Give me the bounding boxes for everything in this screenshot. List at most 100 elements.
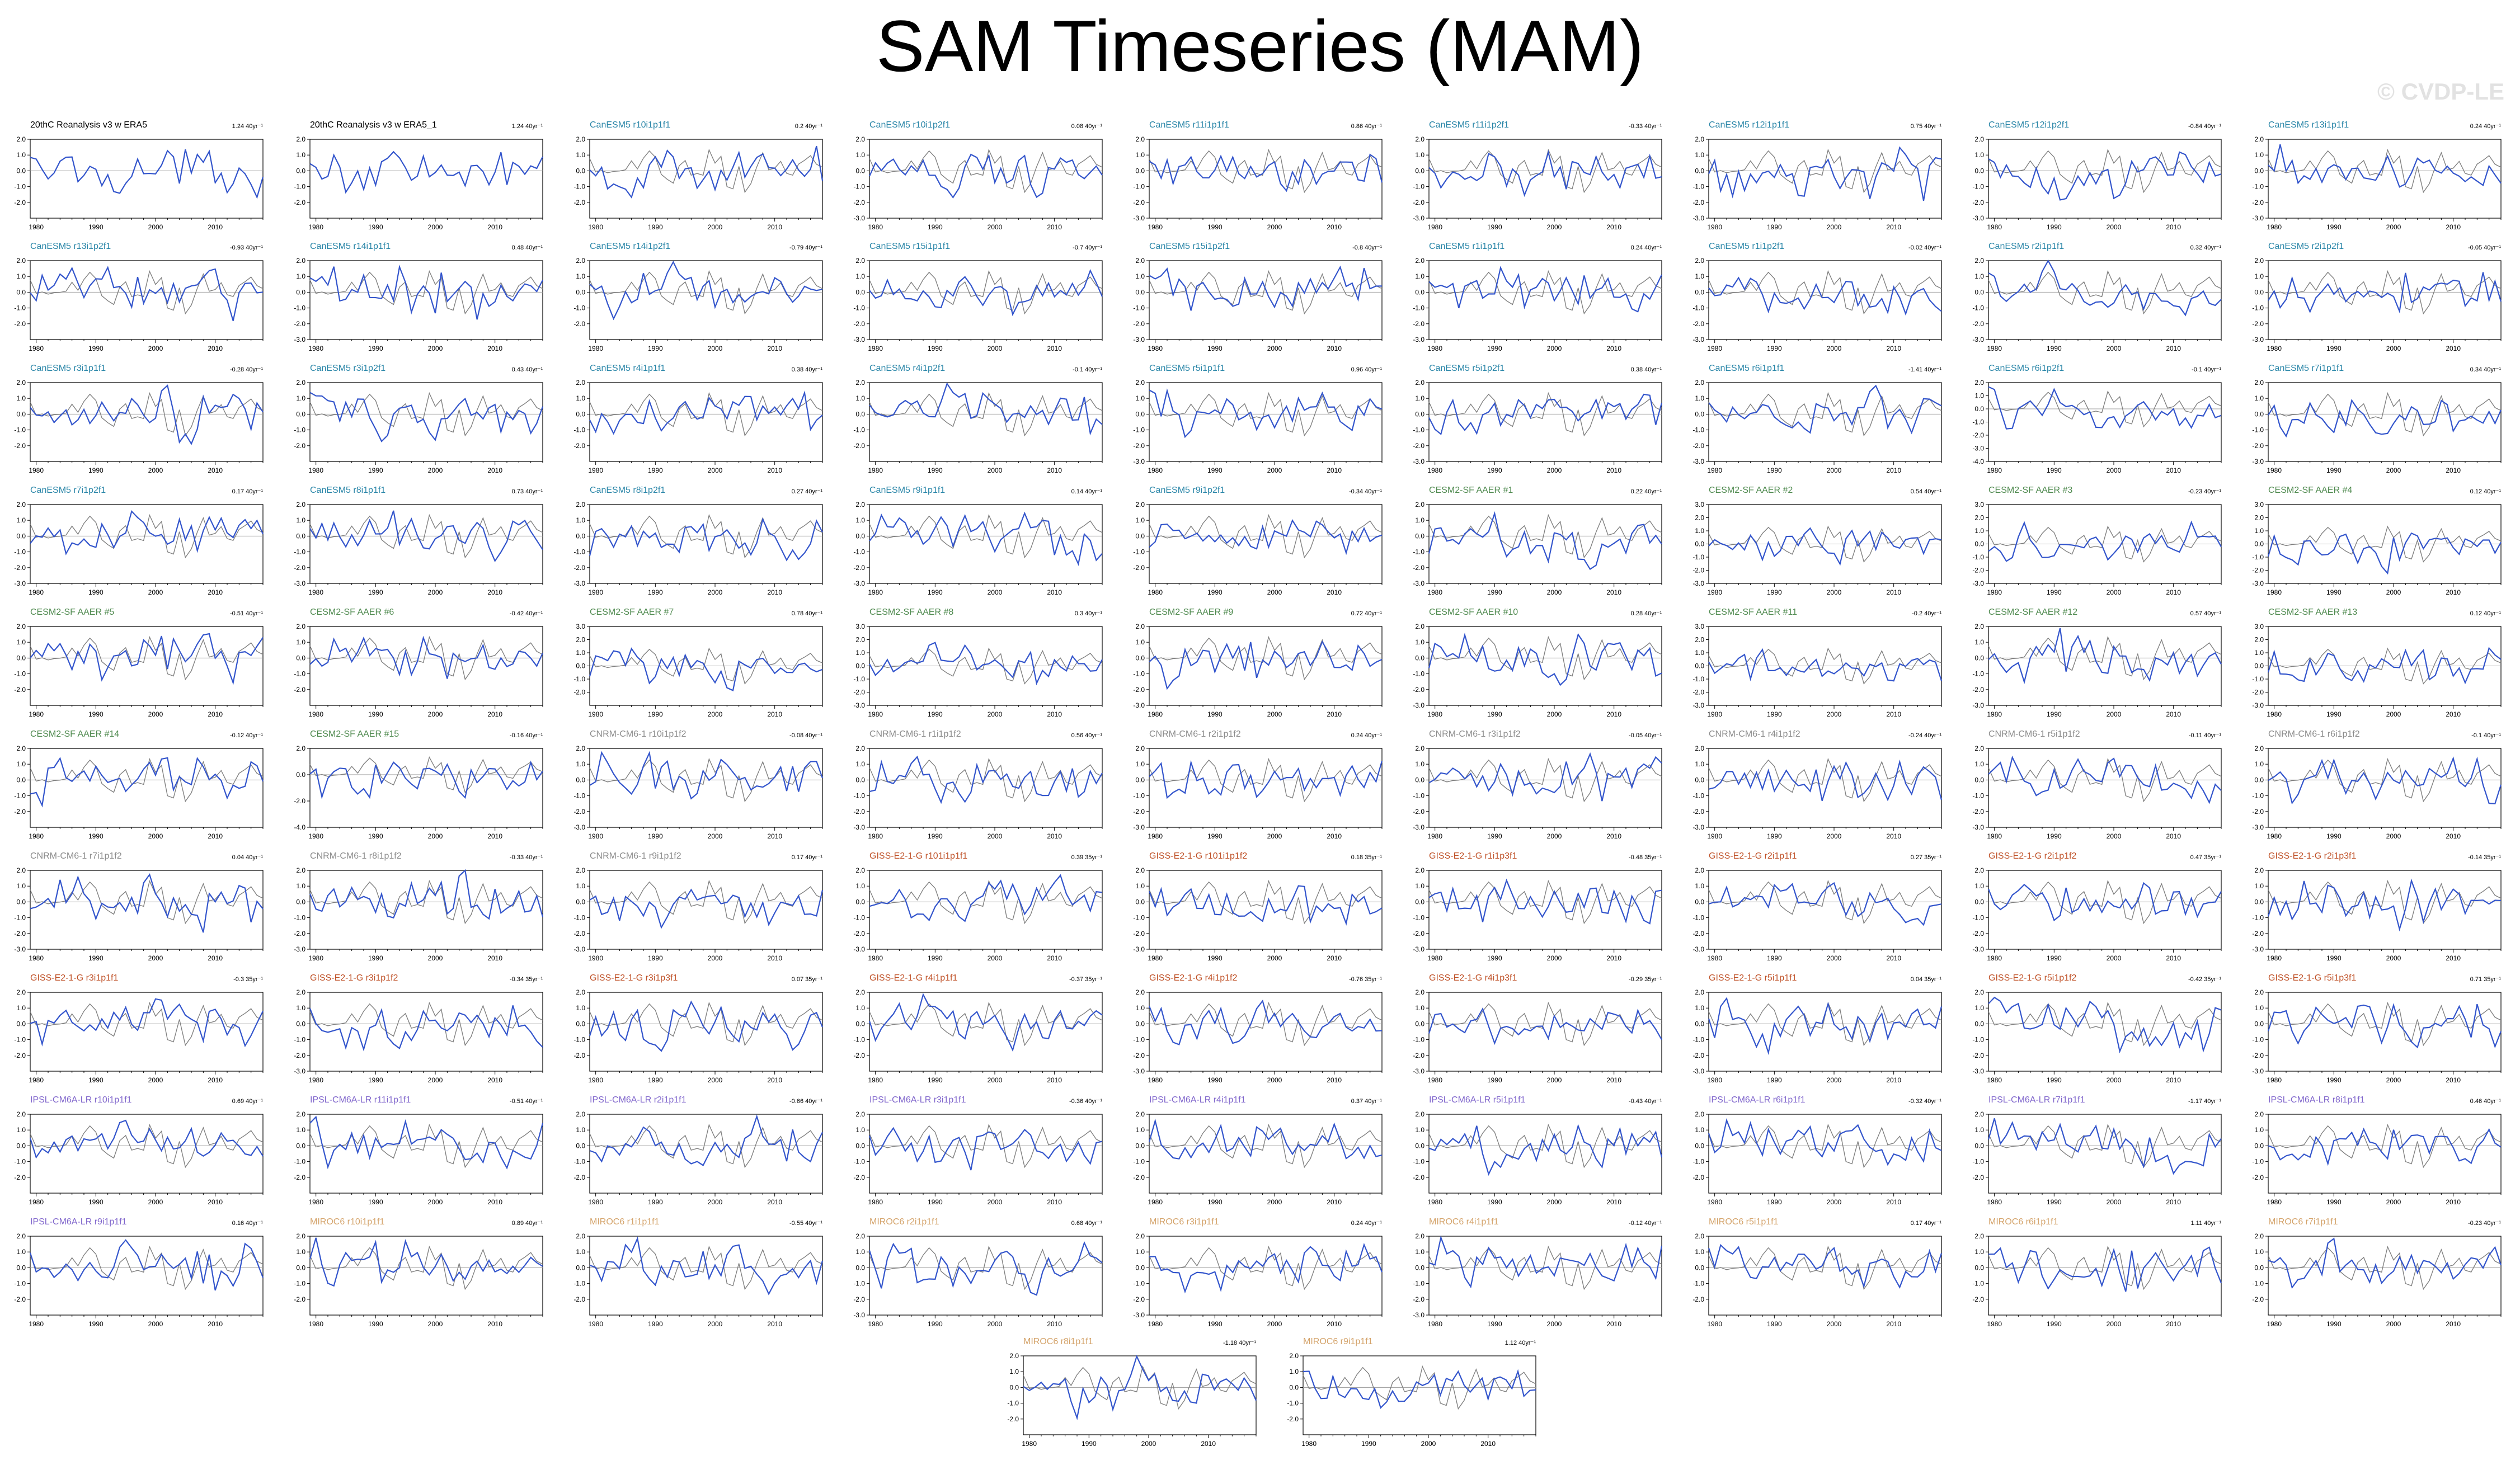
- chart-panel: CanESM5 r2i1p2f1 -0.05 40yr⁻¹ 2.0 1.0 0.0 -1.…: [2238, 242, 2507, 362]
- x-tick-label: 1980: [2267, 223, 2282, 231]
- chart-panel: CNRM-CM6-1 r3i1p1f2 -0.05 40yr⁻¹ 2.0 1.0 0.0…: [1399, 729, 1667, 850]
- x-tick-label: 2000: [708, 710, 723, 718]
- x-tick-label: 2010: [2446, 345, 2461, 352]
- x-tick-label: 1980: [1148, 710, 1163, 718]
- y-tick-label: 0.0: [855, 1142, 865, 1149]
- y-tick-label: 3.0: [1695, 623, 1704, 630]
- x-tick-label: 2010: [208, 954, 223, 962]
- plot-frame: [2268, 748, 2502, 828]
- panel-trend-label: -0.11 40yr⁻¹: [2188, 732, 2221, 739]
- chart-panel: CESM2-SF AAER #5 -0.51 40yr⁻¹ 2.0 1.0 0.0 -1.…: [0, 607, 269, 728]
- y-tick-label: -1.0: [294, 183, 305, 191]
- y-tick-label: 2.0: [2254, 514, 2264, 522]
- x-tick-label: 1990: [368, 710, 383, 718]
- x-tick-label: 2010: [767, 345, 782, 352]
- x-tick-label: 1990: [1207, 954, 1223, 962]
- x-tick-label: 2010: [767, 223, 782, 231]
- x-tick-label: 1980: [2267, 1320, 2282, 1328]
- panel-trend-label: 0.47 35yr⁻¹: [2190, 854, 2221, 861]
- y-tick-label: -3.0: [2252, 701, 2264, 709]
- x-tick-label: 2010: [1606, 710, 1621, 718]
- y-tick-label: 1.0: [1974, 1248, 1984, 1256]
- y-tick-label: -3.0: [1133, 214, 1145, 222]
- y-tick-label: 0.0: [16, 288, 26, 296]
- x-tick-label: 2010: [2166, 467, 2181, 474]
- panel-title: GISS-E2-1-G r3i1p3f1: [590, 973, 678, 983]
- model-series-line: [2268, 144, 2502, 188]
- panel-plot: 2.0 1.0 0.0 -1.0 -2.0 1980 1990 2000 2010: [573, 1232, 824, 1328]
- y-tick-label: -3.0: [1692, 823, 1704, 831]
- y-tick-label: 2.0: [1695, 514, 1704, 522]
- y-tick-label: -1.0: [1133, 548, 1145, 556]
- chart-panel: IPSL-CM6A-LR r10i1p1f1 0.69 40yr⁻¹ 2.0 1.0 0…: [0, 1095, 269, 1215]
- y-tick-label: -1.0: [1972, 1036, 1984, 1044]
- plot-frame: [1428, 260, 1662, 340]
- plot-frame: [1428, 504, 1662, 584]
- model-series-line: [1428, 266, 1662, 313]
- y-tick-label: 2.0: [1135, 745, 1145, 752]
- y-tick-label: -3.0: [1692, 336, 1704, 343]
- obs-series-line: [2268, 757, 2502, 803]
- panel-title: CNRM-CM6-1 r6i1p1f2: [2268, 729, 2360, 739]
- panel-trend-label: -0.29 35yr⁻¹: [1629, 976, 1662, 983]
- x-tick-label: 1980: [1987, 588, 2002, 596]
- x-tick-label: 2010: [208, 710, 223, 718]
- x-tick-label: 1990: [1767, 467, 1782, 474]
- obs-series-line: [30, 1245, 264, 1290]
- panel-trend-label: 0.27 35yr⁻¹: [1910, 854, 1941, 861]
- panel-title: CanESM5 r4i1p1f1: [590, 364, 666, 373]
- x-tick-label: 1990: [1207, 1076, 1223, 1084]
- chart-panel: CanESM5 r8i1p1f1 0.73 40yr⁻¹ 2.0 1.0 0.0 -1.0…: [280, 486, 548, 606]
- y-tick-label: -2.0: [1413, 686, 1424, 694]
- model-series-line: [1428, 633, 1662, 686]
- y-tick-label: -1.0: [2252, 1158, 2264, 1166]
- obs-series-line: [1149, 392, 1383, 437]
- x-tick-label: 1980: [588, 954, 603, 962]
- plot-frame: [30, 504, 264, 584]
- chart-panel: GISS-E2-1-G r2i1p1f1 0.27 35yr⁻¹ 2.0 1.0 0.0…: [1679, 851, 1947, 972]
- chart-panel: CanESM5 r1i1p2f1 -0.02 40yr⁻¹ 2.0 1.0 0.0 -1.…: [1679, 242, 1947, 362]
- x-tick-label: 1980: [868, 345, 883, 352]
- x-tick-label: 1980: [29, 467, 44, 474]
- x-tick-label: 1980: [1707, 832, 1722, 840]
- x-tick-label: 2000: [708, 1198, 723, 1206]
- panel-trend-label: -1.17 40yr⁻¹: [2188, 1098, 2221, 1105]
- x-tick-label: 1990: [1767, 832, 1782, 840]
- panel-trend-label: 0.86 40yr⁻¹: [1351, 123, 1382, 130]
- plot-frame: [30, 1114, 264, 1194]
- x-tick-label: 1990: [88, 1320, 104, 1328]
- plot-frame: [589, 992, 823, 1072]
- plot-frame: [869, 992, 1103, 1072]
- panel-title: CESM2-SF AAER #10: [1429, 607, 1518, 617]
- y-tick-label: 1.0: [16, 1126, 26, 1134]
- x-tick-label: 1980: [1987, 1198, 2002, 1206]
- panel-trend-label: 0.78 40yr⁻¹: [791, 610, 822, 617]
- y-tick-label: 2.0: [1415, 379, 1424, 387]
- panel-trend-label: -0.23 40yr⁻¹: [2188, 488, 2221, 495]
- chart-panel: CanESM5 r4i1p1f1 0.38 40yr⁻¹ 2.0 1.0 0.0 -1.0…: [560, 364, 828, 484]
- obs-series-line: [589, 1123, 823, 1169]
- y-tick-label: -2.0: [2252, 442, 2264, 450]
- chart-panel: MIROC6 r10i1p1f1 0.89 40yr⁻¹ 2.0 1.0 0.0 -1.0…: [280, 1217, 548, 1337]
- x-tick-label: 1980: [1707, 1076, 1722, 1084]
- obs-series-line: [30, 270, 264, 315]
- y-tick-label: -2.0: [573, 320, 585, 328]
- y-tick-label: -3.0: [2252, 823, 2264, 831]
- model-series-line: [1988, 628, 2222, 685]
- panel-title: CNRM-CM6-1 r1i1p1f2: [869, 729, 961, 739]
- y-tick-label: 1.0: [855, 760, 865, 768]
- model-series-line: [1708, 648, 1943, 682]
- plot-frame: [309, 748, 543, 828]
- panel-trend-label: -0.14 35yr⁻¹: [2468, 854, 2501, 861]
- y-tick-label: 1.0: [1695, 272, 1704, 280]
- y-tick-label: 1.0: [2254, 882, 2264, 890]
- y-tick-label: -1.0: [2252, 553, 2264, 561]
- x-tick-label: 1980: [868, 467, 883, 474]
- y-tick-label: -2.0: [1692, 567, 1704, 574]
- x-tick-label: 2000: [2386, 1320, 2401, 1328]
- panel-trend-label: 0.96 40yr⁻¹: [1351, 366, 1382, 373]
- y-tick-label: 2.0: [1974, 1110, 1984, 1118]
- panel-trend-label: 0.69 40yr⁻¹: [232, 1098, 263, 1105]
